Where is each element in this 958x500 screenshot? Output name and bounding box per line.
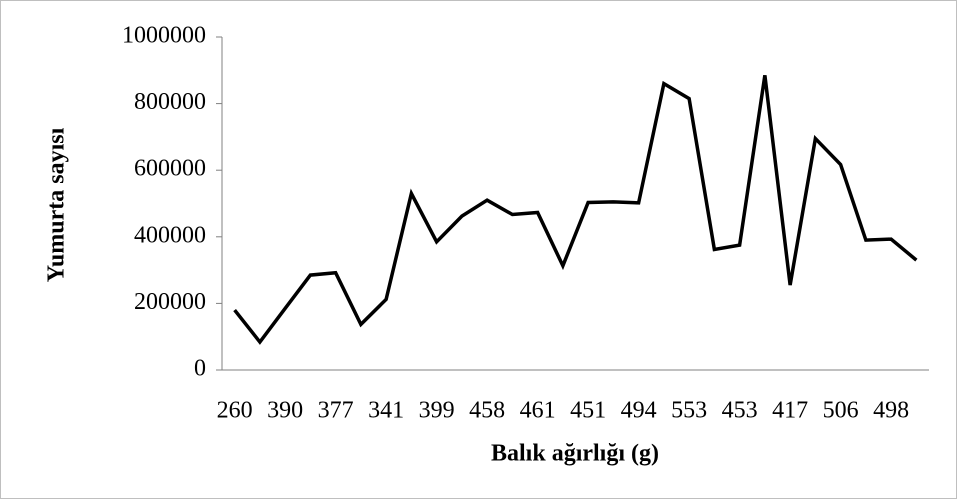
x-tick-label: 553 [671, 398, 707, 424]
x-tick-label: 260 [217, 398, 253, 424]
x-tick-label: 494 [621, 398, 657, 424]
x-tick-label: 498 [873, 398, 909, 424]
x-tick-label: 506 [823, 398, 859, 424]
x-tick-label: 461 [520, 398, 556, 424]
x-tick-label: 451 [570, 398, 606, 424]
y-tick-label: 200000 [134, 289, 206, 315]
x-tick-label: 453 [722, 398, 758, 424]
y-tick-label: 600000 [134, 156, 206, 182]
x-tick-label: 417 [772, 398, 808, 424]
x-tick-label: 341 [368, 398, 404, 424]
x-axis-title: Balık ağırlığı (g) [491, 441, 659, 467]
y-tick-label: 0 [194, 356, 206, 382]
x-tick-label: 458 [469, 398, 505, 424]
x-tick-label: 399 [419, 398, 455, 424]
data-line [233, 75, 918, 345]
y-axis-title: Yumurta sayısı [44, 127, 70, 282]
x-tick-label: 377 [318, 398, 354, 424]
x-tick-label: 390 [267, 398, 303, 424]
y-tick-label: 800000 [134, 89, 206, 115]
y-tick-label: 400000 [134, 222, 206, 248]
y-tick-label: 1000000 [122, 23, 206, 49]
